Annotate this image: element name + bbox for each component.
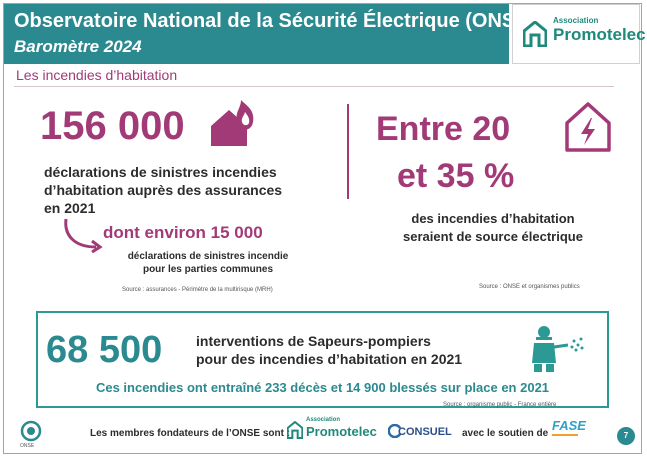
right-description: des incendies d’habitation seraient de s… xyxy=(358,210,628,246)
curved-arrow-icon xyxy=(64,218,103,253)
bottom-description-line: pour des incendies d’habitation en 2021 xyxy=(196,351,463,367)
footer-members-text: Les membres fondateurs de l’ONSE sont : xyxy=(90,428,291,439)
promotelec-logo: Association Promotelec xyxy=(512,4,646,64)
fase-logo-underline xyxy=(552,434,578,436)
left-sub-number: dont environ 15 000 xyxy=(103,223,263,242)
logo-promotelec-text: Promotelec xyxy=(553,25,646,44)
right-description-line: des incendies d’habitation xyxy=(411,211,575,226)
footer-promotelec-small: Association xyxy=(306,417,341,423)
left-big-number: 156 000 xyxy=(40,104,185,148)
consuel-logo-icon xyxy=(388,424,402,438)
onse-logo-label: ONSE xyxy=(20,443,35,449)
bottom-description-line: interventions de Sapeurs-pompiers xyxy=(196,333,431,349)
left-description-line: d’habitation auprès des assurances xyxy=(44,182,283,198)
left-description: déclarations de sinistres incendies d’ha… xyxy=(44,163,334,217)
page-number-badge: 7 xyxy=(617,427,635,445)
footer-promotelec: Promotelec xyxy=(306,424,377,439)
fase-logo-text: FASE xyxy=(552,418,586,433)
right-big-line1: Entre 20 xyxy=(376,110,511,148)
left-sub-description-line: déclarations de sinistres incendie xyxy=(127,251,289,262)
bottom-big-number: 68 500 xyxy=(46,329,163,371)
footer-support-text: avec le soutien de xyxy=(462,428,549,439)
bottom-source: Source : organisme public - France entiè… xyxy=(443,402,557,408)
section-divider xyxy=(14,86,614,87)
promotelec-logo-icon xyxy=(523,21,547,47)
onse-logo-icon xyxy=(20,420,42,442)
house-lightning-icon xyxy=(565,102,611,152)
page-title: Observatoire National de la Sécurité Éle… xyxy=(14,10,536,32)
bottom-summary: Ces incendies ont entraîné 233 décès et … xyxy=(95,380,550,395)
logo-association-text: Association xyxy=(553,16,599,25)
house-fire-icon xyxy=(211,100,254,146)
bottom-description: interventions de Sapeurs-pompiers pour d… xyxy=(196,332,526,368)
left-description-line: en 2021 xyxy=(44,200,96,216)
right-source: Source : ONSE et organismes publics xyxy=(479,284,580,290)
vertical-divider xyxy=(347,104,349,199)
header-banner: Observatoire National de la Sécurité Éle… xyxy=(4,4,535,64)
page-subtitle: Baromètre 2024 xyxy=(14,37,142,56)
right-big-line2: et 35 % xyxy=(397,157,515,195)
promotelec-footer-icon xyxy=(287,421,303,439)
fase-logo: FASE xyxy=(552,418,586,446)
footer-consuel: CONSUEL xyxy=(398,426,452,438)
right-description-line: seraient de source électrique xyxy=(403,229,583,244)
left-description-line: déclarations de sinistres incendies xyxy=(44,164,277,180)
left-source: Source : assurances - Périmètre de la mu… xyxy=(122,287,273,293)
slide: Observatoire National de la Sécurité Éle… xyxy=(3,3,646,454)
section-title: Les incendies d’habitation xyxy=(16,67,178,83)
left-sub-description-line: pour les parties communes xyxy=(142,264,274,275)
firefighter-icon xyxy=(532,326,584,372)
firefighters-panel: 68 500 interventions de Sapeurs-pompiers… xyxy=(36,311,609,408)
left-sub-description: déclarations de sinistres incendie pour … xyxy=(103,250,313,276)
